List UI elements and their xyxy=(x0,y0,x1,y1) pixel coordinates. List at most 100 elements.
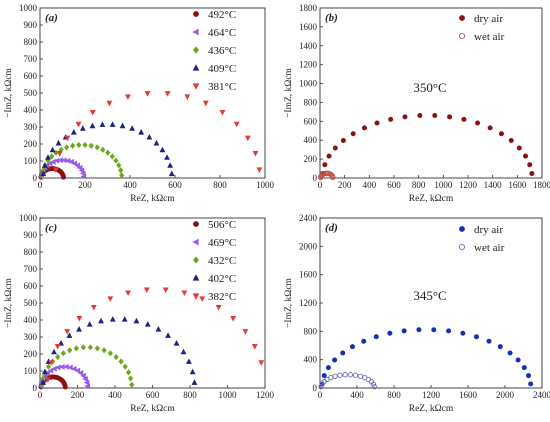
x-tick-label: 1000 xyxy=(434,180,453,190)
data-point xyxy=(416,327,422,333)
x-tick-label: 1200 xyxy=(459,180,478,190)
data-point xyxy=(352,372,359,378)
y-tick-label: 600 xyxy=(24,281,38,291)
x-tick-label: 200 xyxy=(338,180,352,190)
data-point xyxy=(106,100,113,107)
data-point xyxy=(189,368,196,375)
data-point xyxy=(94,345,100,352)
y-tick-label: 0 xyxy=(33,383,38,393)
data-point xyxy=(40,170,47,177)
data-point xyxy=(82,376,88,382)
y-tick-label: 1000 xyxy=(19,213,38,223)
data-point xyxy=(109,153,115,160)
legend-marker xyxy=(193,256,199,264)
data-point xyxy=(387,330,393,336)
x-tick-label: 1000 xyxy=(219,390,238,400)
x-axis-label: ReZ, kΩcm xyxy=(130,194,175,204)
data-point xyxy=(527,162,533,168)
x-tick-label: 1200 xyxy=(256,390,275,400)
data-point xyxy=(516,145,522,151)
data-point xyxy=(99,121,106,127)
series-dry-air xyxy=(319,327,534,387)
data-point xyxy=(113,353,119,361)
data-point xyxy=(80,372,86,379)
data-point xyxy=(67,347,73,354)
legend-marker xyxy=(192,64,200,71)
data-point xyxy=(446,328,452,334)
data-point xyxy=(528,381,534,387)
series-wet-air xyxy=(318,372,378,390)
data-point xyxy=(121,316,128,322)
x-tick-label: 1400 xyxy=(484,180,503,190)
data-point xyxy=(66,332,73,338)
legend-marker xyxy=(192,238,199,246)
data-point xyxy=(164,91,171,97)
data-point xyxy=(168,170,175,177)
data-point xyxy=(60,350,66,357)
series-436-c xyxy=(39,141,125,179)
data-point xyxy=(80,173,87,180)
legend-label: wet air xyxy=(474,242,505,254)
legend-label: 469°C xyxy=(208,237,236,249)
data-point xyxy=(41,162,48,168)
data-point xyxy=(76,141,82,149)
plot-frame xyxy=(319,7,543,179)
data-point xyxy=(55,139,62,146)
data-point xyxy=(388,116,394,122)
data-point xyxy=(342,372,348,378)
data-point xyxy=(233,121,240,128)
data-point xyxy=(401,328,407,334)
y-tick-label: 0 xyxy=(313,383,318,393)
data-point xyxy=(332,145,338,151)
data-point xyxy=(89,110,96,116)
data-point xyxy=(77,370,84,376)
y-tick-label: 400 xyxy=(24,315,38,325)
plot-frame xyxy=(319,217,543,389)
data-point xyxy=(83,379,90,386)
x-axis-label: ReZ, kΩcm xyxy=(130,404,175,414)
data-point xyxy=(361,125,367,131)
data-point xyxy=(45,363,52,370)
data-point xyxy=(402,114,408,120)
y-tick-label: 600 xyxy=(24,71,38,81)
chart-panel-4: 0 400 800 1200 1600 2000 2400 0 400 800 1200 1600 20… xyxy=(284,213,550,414)
data-point xyxy=(159,146,166,153)
x-axis-label: ReZ, kΩcm xyxy=(409,194,454,204)
data-point xyxy=(45,157,51,164)
series-wet-air xyxy=(318,170,336,181)
data-point xyxy=(173,339,180,346)
data-point xyxy=(49,146,56,153)
data-point xyxy=(87,344,93,351)
chart-panel-1: 0 200 400 600 800 1000 0 100 200 300 400 500 600 700 8… xyxy=(4,3,275,204)
data-point xyxy=(107,350,113,357)
data-point xyxy=(138,129,145,135)
data-point xyxy=(370,381,377,387)
data-point xyxy=(55,353,61,361)
x-tick-label: 200 xyxy=(71,390,85,400)
data-point xyxy=(76,326,82,332)
data-point xyxy=(219,110,226,116)
legend-marker xyxy=(193,221,199,227)
data-point xyxy=(330,174,336,181)
data-point xyxy=(244,135,251,142)
data-point xyxy=(521,365,527,371)
y-tick-label: 1800 xyxy=(299,3,318,13)
data-point xyxy=(62,384,68,390)
y-tick-label: 0 xyxy=(33,173,38,183)
data-point xyxy=(45,154,51,160)
data-point xyxy=(51,348,57,355)
data-point xyxy=(109,121,116,127)
data-point xyxy=(180,348,187,355)
y-tick-label: 400 xyxy=(304,355,318,365)
y-tick-label: 300 xyxy=(24,122,38,132)
data-point xyxy=(460,330,466,336)
data-point xyxy=(64,135,71,142)
data-point xyxy=(98,317,104,324)
data-point xyxy=(350,131,356,137)
data-point xyxy=(144,321,151,327)
data-point xyxy=(44,377,51,383)
data-point xyxy=(78,167,85,174)
y-tick-label: 1200 xyxy=(299,298,318,308)
data-point xyxy=(507,350,513,356)
legend-marker xyxy=(459,226,465,232)
